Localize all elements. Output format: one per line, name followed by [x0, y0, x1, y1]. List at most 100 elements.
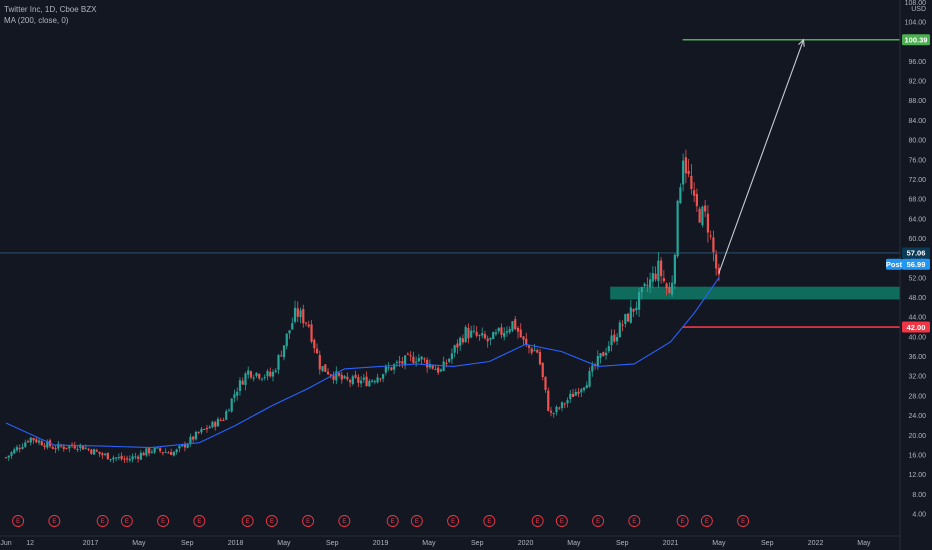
y-tick-label: 20.00: [908, 433, 926, 440]
candle-body: [181, 444, 184, 447]
stop-price-badge[interactable]: [902, 321, 930, 333]
post-market-tag-label: Post: [886, 260, 903, 269]
candle-body: [615, 336, 619, 342]
candle-body: [252, 377, 255, 379]
candle-body: [51, 446, 54, 449]
candle-body: [269, 371, 272, 377]
candle-body: [233, 394, 236, 399]
earnings-marker[interactable]: [12, 515, 25, 527]
currency-label: USD: [911, 6, 926, 13]
candle-body: [142, 452, 145, 456]
candle-body: [186, 444, 189, 448]
candle-body: [577, 391, 580, 394]
symbol-legend[interactable]: Twitter Inc, 1D, Cboe BZX: [4, 5, 97, 14]
candle-body: [332, 375, 335, 380]
candle-body: [500, 327, 503, 335]
candle-body: [398, 361, 401, 363]
projection-arrow-line[interactable]: [718, 39, 805, 274]
earnings-marker[interactable]: [157, 515, 170, 527]
candle-body: [470, 330, 473, 338]
candle-body: [456, 343, 459, 348]
earnings-marker[interactable]: [193, 515, 206, 527]
candle-body: [134, 456, 137, 458]
candle-body: [249, 371, 253, 378]
candle-body: [343, 376, 346, 379]
post-market-tag[interactable]: [886, 258, 902, 270]
earnings-marker[interactable]: [265, 515, 278, 527]
candle-body: [503, 332, 506, 337]
candle-body: [299, 310, 302, 318]
earnings-marker[interactable]: [483, 515, 496, 527]
candle-body: [285, 333, 288, 347]
earnings-marker[interactable]: [700, 515, 713, 527]
candle-body: [662, 278, 665, 282]
earnings-marker[interactable]: [447, 515, 460, 527]
candle-body: [497, 327, 500, 332]
earnings-marker[interactable]: [386, 515, 399, 527]
candle-body: [65, 447, 68, 449]
candle-body: [492, 332, 495, 340]
candle-body: [170, 452, 173, 456]
candle-body: [560, 402, 564, 408]
earnings-marker-label: E: [342, 519, 346, 525]
post-market-badge[interactable]: [902, 258, 930, 270]
earnings-marker[interactable]: [48, 515, 61, 527]
support-zone[interactable]: [610, 286, 900, 300]
candle-body: [362, 377, 365, 380]
earnings-marker[interactable]: [737, 515, 750, 527]
earnings-marker[interactable]: [120, 515, 133, 527]
candle-body: [87, 448, 90, 450]
candle-body: [337, 372, 341, 376]
candle-body: [35, 439, 38, 443]
target-price-badge[interactable]: [902, 34, 930, 46]
y-tick-label: 104.00: [905, 20, 927, 27]
candle-body: [555, 406, 558, 413]
candle-body: [167, 452, 170, 454]
candle-body: [660, 260, 663, 277]
candle-body: [461, 338, 465, 343]
candle-body: [646, 284, 649, 286]
ma-legend[interactable]: MA (200, close, 0): [4, 16, 69, 25]
candle-body: [307, 324, 310, 327]
y-tick-label: 68.00: [908, 197, 926, 204]
earnings-marker[interactable]: [676, 515, 689, 527]
earnings-marker[interactable]: [555, 515, 568, 527]
candle-body: [423, 358, 426, 360]
earnings-marker[interactable]: [628, 515, 641, 527]
earnings-marker-label: E: [306, 519, 310, 525]
earnings-marker[interactable]: [302, 515, 315, 527]
candle-body: [24, 442, 27, 447]
last-price-badge[interactable]: [902, 247, 930, 259]
candle-body: [280, 355, 283, 357]
x-tick-label: May: [132, 540, 146, 547]
earnings-marker-label: E: [596, 519, 600, 525]
candle-body: [164, 451, 167, 453]
last-price-badge-label: 57.06: [907, 249, 926, 258]
candle-body: [13, 449, 16, 454]
earnings-marker[interactable]: [592, 515, 605, 527]
candle-body: [101, 453, 104, 456]
candle-body: [668, 287, 671, 293]
earnings-marker[interactable]: [338, 515, 351, 527]
x-tick-label: May: [857, 540, 871, 547]
candle-body: [172, 452, 176, 456]
candle-body: [145, 448, 148, 456]
candle-body: [379, 378, 382, 380]
y-tick-label: 76.00: [908, 157, 926, 164]
candle-body: [393, 364, 396, 370]
candle-body: [43, 445, 46, 448]
candle-body: [321, 366, 324, 372]
candle-body: [293, 307, 297, 322]
candle-body: [472, 330, 476, 332]
earnings-marker[interactable]: [96, 515, 109, 527]
candle-body: [596, 356, 599, 367]
candle-body: [197, 431, 200, 433]
candle-body: [150, 451, 153, 453]
earnings-marker[interactable]: [531, 515, 544, 527]
candle-body: [348, 380, 352, 383]
y-axis-panel: [900, 0, 932, 550]
earnings-marker[interactable]: [410, 515, 423, 527]
earnings-marker[interactable]: [241, 515, 254, 527]
candle-body: [205, 427, 209, 430]
